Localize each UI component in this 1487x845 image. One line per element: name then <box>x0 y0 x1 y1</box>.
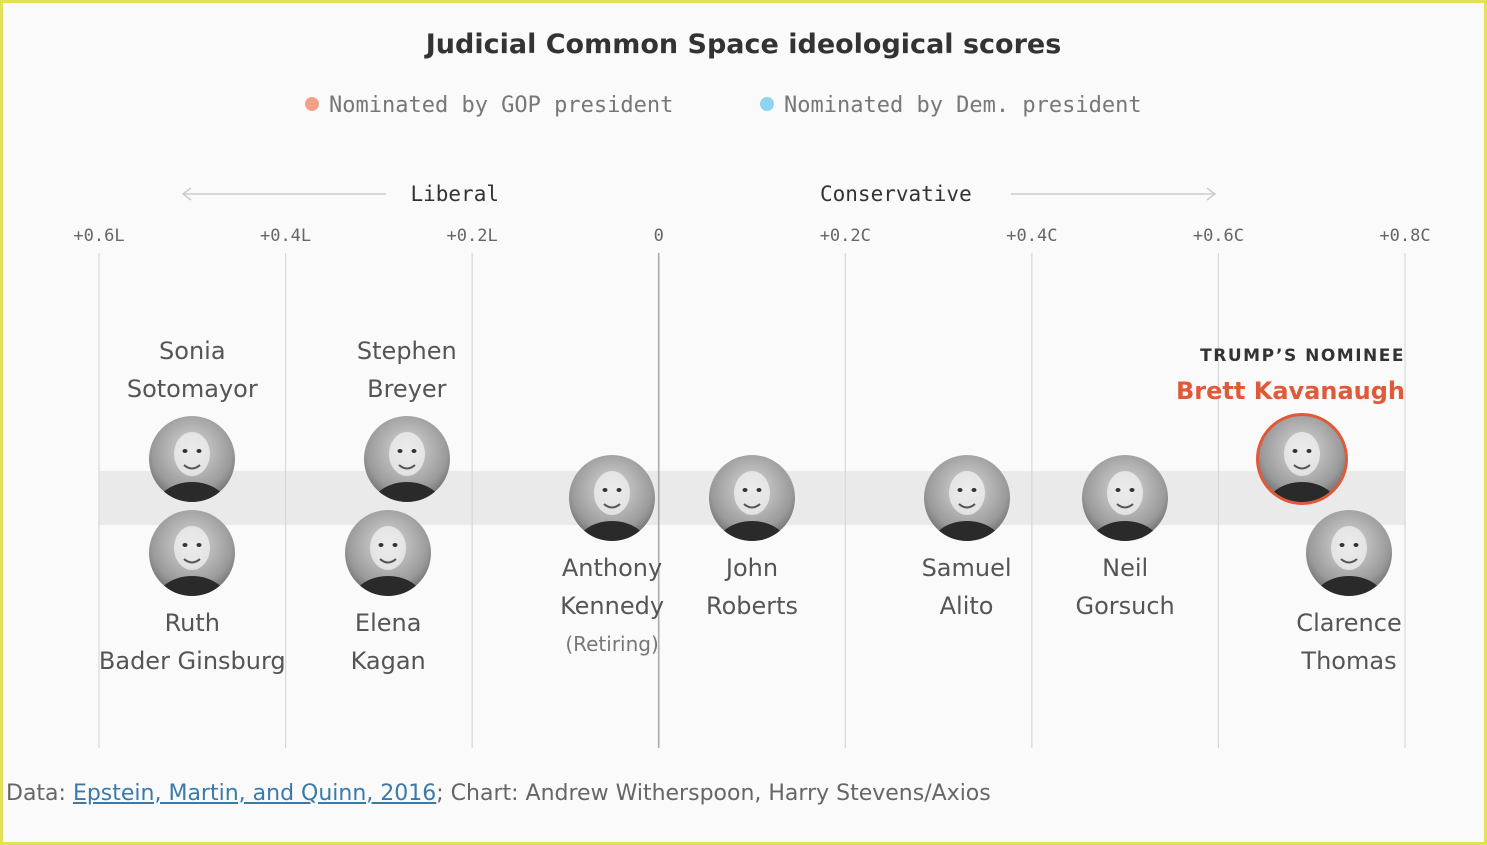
face-icon <box>1090 471 1161 541</box>
justice-name-line: Alito <box>939 592 994 620</box>
justice-avatar <box>345 510 432 596</box>
justice-name: Ruth Bader Ginsburg <box>99 604 286 680</box>
nominee-name: Brett Kavanaugh <box>1176 377 1405 405</box>
conservative-arrow-head <box>1206 187 1217 201</box>
face-icon <box>577 471 648 541</box>
justice-name: Clarence Thomas <box>1296 604 1401 680</box>
justice-name-line: Bader Ginsburg <box>98 647 286 675</box>
justice-name-line: Kagan <box>350 647 426 675</box>
legend-dem: Nominated by Dem. president <box>760 93 1142 118</box>
legend-dem-label: Nominated by Dem. president <box>784 93 1142 118</box>
source-suffix: ; Chart: Andrew Witherspoon, Harry Steve… <box>436 781 991 806</box>
justice-name: Samuel Alito <box>922 549 1012 625</box>
justice-name-line: Thomas <box>1301 647 1397 675</box>
liberal-label: Liberal <box>410 182 499 206</box>
tick-label: +0.4L <box>260 226 311 246</box>
tick-label: +0.8C <box>1379 226 1430 246</box>
conservative-label: Conservative <box>820 182 972 206</box>
justice-avatar <box>363 416 450 502</box>
gridlines <box>98 253 1406 748</box>
justice-name-line: John <box>725 554 779 582</box>
face-icon <box>1267 432 1338 502</box>
justice-name-line: Sotomayor <box>126 375 258 403</box>
justice-name-line: Breyer <box>367 375 447 403</box>
justice-name-line: Gorsuch <box>1075 592 1175 620</box>
justice-avatar <box>149 416 236 502</box>
justice-name-line: Kennedy <box>560 592 665 620</box>
face-icon <box>716 471 788 541</box>
tick-label: +0.2C <box>820 226 871 246</box>
tick-label: +0.6L <box>73 226 124 246</box>
justice-name-line: Roberts <box>705 592 799 620</box>
face-icon <box>353 526 424 596</box>
justice-name-line: Clarence <box>1296 609 1402 637</box>
justice-name-line: Sonia <box>159 337 226 365</box>
justice-name-line: Ruth <box>164 609 220 637</box>
justice-name-line: Stephen <box>356 337 457 365</box>
justice-name: Neil Gorsuch <box>1076 549 1175 625</box>
tick-label: +0.4C <box>1006 226 1057 246</box>
justice-avatar <box>569 455 656 541</box>
tick-label: 0 <box>654 226 664 246</box>
axis-layer: +0.6L +0.4L +0.2L 0 +0.2C +0.4C +0.6C +0.8C Lib… <box>73 182 1431 748</box>
tick-label: +0.2L <box>447 226 498 246</box>
justice-name-line: Elena <box>354 609 422 637</box>
source-link[interactable]: Epstein, Martin, and Quinn, 2016 <box>72 781 437 806</box>
justice-name: Sonia Sotomayor <box>127 332 258 408</box>
source-note: Data: Epstein, Martin, and Quinn, 2016; … <box>6 781 991 806</box>
face-icon <box>157 526 228 596</box>
justice-name-line: Samuel <box>921 554 1012 582</box>
justice-avatar <box>1306 510 1393 596</box>
face-icon <box>1313 526 1385 596</box>
liberal-arrow-head <box>181 187 192 201</box>
chart-title: Judicial Common Space ideological scores <box>425 29 1062 60</box>
justice-avatar <box>1256 413 1349 505</box>
legend-gop-label: Nominated by GOP president <box>329 93 674 118</box>
tick-labels: +0.6L +0.4L +0.2L 0 +0.2C +0.4C +0.6C +0.8C <box>73 226 1430 246</box>
justice-name-line: Anthony <box>561 554 663 582</box>
face-icon <box>371 432 442 502</box>
legend-dem-dot <box>760 97 774 111</box>
source-prefix: Data: <box>6 781 73 806</box>
justice-note: (Retiring) <box>565 632 659 656</box>
justice-name-line: Neil <box>1102 554 1149 582</box>
tick-label: +0.6C <box>1193 226 1244 246</box>
justice-avatar <box>709 455 795 541</box>
legend-gop: Nominated by GOP president <box>305 93 673 118</box>
face-icon <box>157 432 228 502</box>
justice-avatar <box>149 510 236 596</box>
nominee-tag: TRUMP’S NOMINEE <box>1200 346 1405 366</box>
justice-name: Elena Kagan <box>351 604 426 680</box>
justice-name: Stephen Breyer <box>357 332 457 408</box>
face-icon <box>931 471 1002 541</box>
legend-gop-dot <box>305 97 319 111</box>
justice-avatar <box>1082 455 1169 541</box>
justice-name: Anthony Kennedy (Retiring) <box>560 549 664 663</box>
justice-name: John Roberts <box>706 549 798 625</box>
justice-avatar <box>923 455 1010 541</box>
